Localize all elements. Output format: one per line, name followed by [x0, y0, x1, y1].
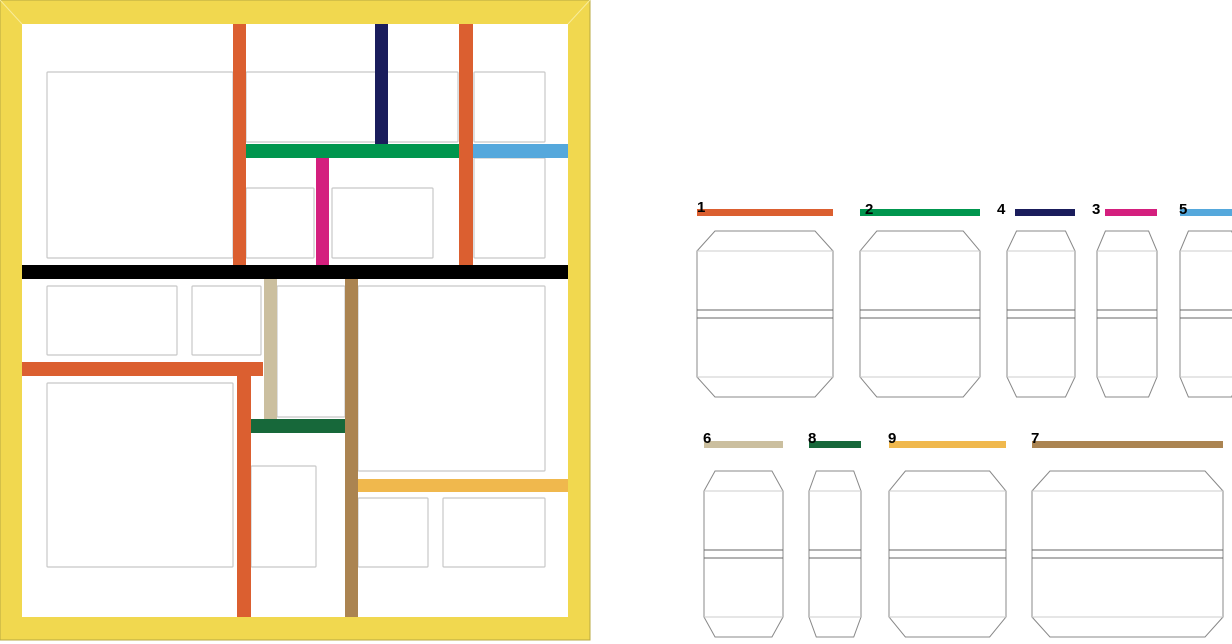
piece-bar-1: [697, 209, 833, 216]
divider-bar-green: [246, 144, 459, 158]
piece-bar-3: [1105, 209, 1157, 216]
frame: [0, 0, 591, 641]
piece-label-8: 8: [808, 430, 816, 447]
pieces-legend: 1 2 4 3 5 6 8 9 7: [696, 199, 1232, 638]
divider-bar-orange: [233, 24, 246, 265]
divider-bar-blue: [473, 144, 568, 158]
compartment-outline: [46, 382, 234, 568]
frame-inner: [22, 24, 568, 617]
frame-bars: [22, 24, 568, 617]
piece-shape-6: [703, 470, 784, 638]
piece-shape-3: [1096, 230, 1158, 398]
frame-miter: [0, 0, 23, 25]
divider-bar-magenta: [316, 158, 329, 265]
divider-bar-navy: [375, 24, 388, 144]
piece-bar-7: [1032, 441, 1223, 448]
divider-bar-tan: [264, 279, 277, 419]
piece-bar-6: [704, 441, 783, 448]
piece-shape-5: [1179, 230, 1232, 398]
piece-shape-7: [1031, 470, 1224, 638]
piece-shape-4: [1006, 230, 1076, 398]
compartment-outline: [442, 497, 546, 568]
piece-bar-4: [1015, 209, 1075, 216]
divider-bar-orange: [22, 362, 263, 376]
piece-shape-1: [696, 230, 834, 398]
divider-bar-orange: [237, 376, 251, 617]
piece-label-3: 3: [1092, 201, 1100, 218]
compartment-outline: [331, 187, 434, 259]
piece-label-6: 6: [703, 430, 711, 447]
compartment-outline: [191, 285, 262, 356]
piece-bar-5: [1180, 209, 1232, 216]
divider-bar-brown: [345, 279, 358, 617]
compartment-outline: [46, 285, 178, 356]
piece-bar-8: [809, 441, 861, 448]
piece-label-9: 9: [888, 430, 896, 447]
piece-label-7: 7: [1031, 430, 1039, 447]
compartment-outline: [473, 71, 546, 143]
piece-label-2: 2: [865, 201, 873, 218]
frame-miter: [567, 0, 591, 25]
divider-bar-black: [22, 265, 568, 279]
piece-shape-8: [808, 470, 862, 638]
piece-shape-2: [859, 230, 981, 398]
piece-label-4: 4: [997, 201, 1006, 218]
divider-bar-yellow: [358, 479, 568, 492]
divider-bar-orange: [459, 24, 473, 265]
piece-bar-9: [889, 441, 1006, 448]
piece-label-1: 1: [697, 199, 705, 216]
divider-bar-dark-green: [251, 419, 345, 433]
piece-label-5: 5: [1179, 201, 1187, 218]
piece-bar-2: [860, 209, 980, 216]
piece-shape-9: [888, 470, 1007, 638]
